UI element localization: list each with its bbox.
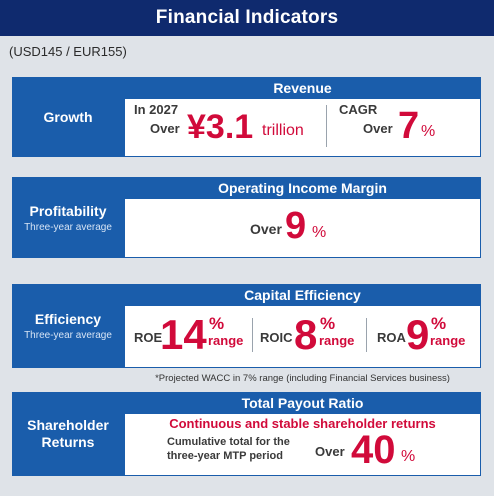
revenue-value: ¥3.1: [187, 108, 254, 146]
efficiency-label: Efficiency Three-year average: [12, 284, 124, 368]
payout-value: 40: [351, 428, 396, 472]
roe-unit: %: [209, 314, 225, 333]
capital-efficiency-header: Capital Efficiency: [124, 284, 481, 306]
growth-label: Growth: [12, 77, 124, 157]
margin-over-label: Over: [250, 221, 282, 237]
roic-label: ROIC: [260, 330, 293, 345]
shareholder-label-line1: Shareholder: [27, 417, 109, 433]
wacc-footnote: *Projected WACC in 7% range (including F…: [155, 373, 450, 384]
growth-label-text: Growth: [43, 108, 93, 125]
roic-range: range: [319, 333, 355, 348]
profitability-label: Profitability Three-year average: [12, 177, 124, 258]
roic-unit: %: [320, 314, 336, 333]
payout-desc-line1: Cumulative total for the: [167, 436, 290, 448]
revenue-over-label: Over: [150, 121, 180, 136]
roe-range: range: [208, 333, 244, 348]
profitability-label-text: Profitability: [29, 202, 107, 219]
operating-margin-header: Operating Income Margin: [124, 177, 481, 199]
cagr-label: CAGR: [339, 102, 378, 117]
payout-unit: %: [401, 448, 416, 465]
cagr-over-label: Over: [363, 121, 393, 136]
margin-unit: %: [312, 224, 327, 241]
revenue-unit: trillion: [262, 122, 304, 139]
roe-value: 14: [160, 311, 207, 358]
cagr-unit: %: [421, 123, 436, 140]
revenue-panel: In 2027 Over ¥3.1 trillion CAGR Over 7 %: [124, 99, 481, 157]
year-label: In 2027: [134, 102, 179, 117]
payout-ratio-panel: Continuous and stable shareholder return…: [124, 414, 481, 476]
roa-value: 9: [406, 311, 430, 358]
currency-note: (USD145 / EUR155): [9, 44, 127, 59]
operating-margin-panel: Over 9 %: [124, 199, 481, 258]
efficiency-label-text: Efficiency: [34, 311, 102, 327]
roa-label: ROA: [377, 330, 406, 345]
roa-unit: %: [431, 314, 447, 333]
roe-label: ROE: [134, 330, 163, 345]
revenue-header: Revenue: [124, 77, 481, 99]
roa-range: range: [430, 333, 466, 348]
shareholder-returns-label: Shareholder Returns: [12, 392, 124, 476]
profitability-sublabel: Three-year average: [24, 221, 112, 233]
payout-ratio-header: Total Payout Ratio: [124, 392, 481, 414]
capital-efficiency-panel: ROE 14 % range ROIC 8 % range ROA 9 % ra…: [124, 306, 481, 368]
roic-value: 8: [294, 311, 318, 358]
margin-value: 9: [285, 205, 307, 247]
cagr-value: 7: [398, 105, 420, 147]
page-title: Financial Indicators: [0, 0, 494, 36]
efficiency-sublabel: Three-year average: [24, 330, 112, 341]
efficiency-divider-1: [252, 318, 253, 352]
payout-headline: Continuous and stable shareholder return…: [169, 416, 436, 431]
payout-desc-line2: three-year MTP period: [167, 450, 283, 462]
revenue-divider: [326, 105, 327, 147]
shareholder-label-line2: Returns: [41, 434, 95, 450]
payout-over-label: Over: [315, 444, 345, 459]
efficiency-divider-2: [366, 318, 367, 352]
